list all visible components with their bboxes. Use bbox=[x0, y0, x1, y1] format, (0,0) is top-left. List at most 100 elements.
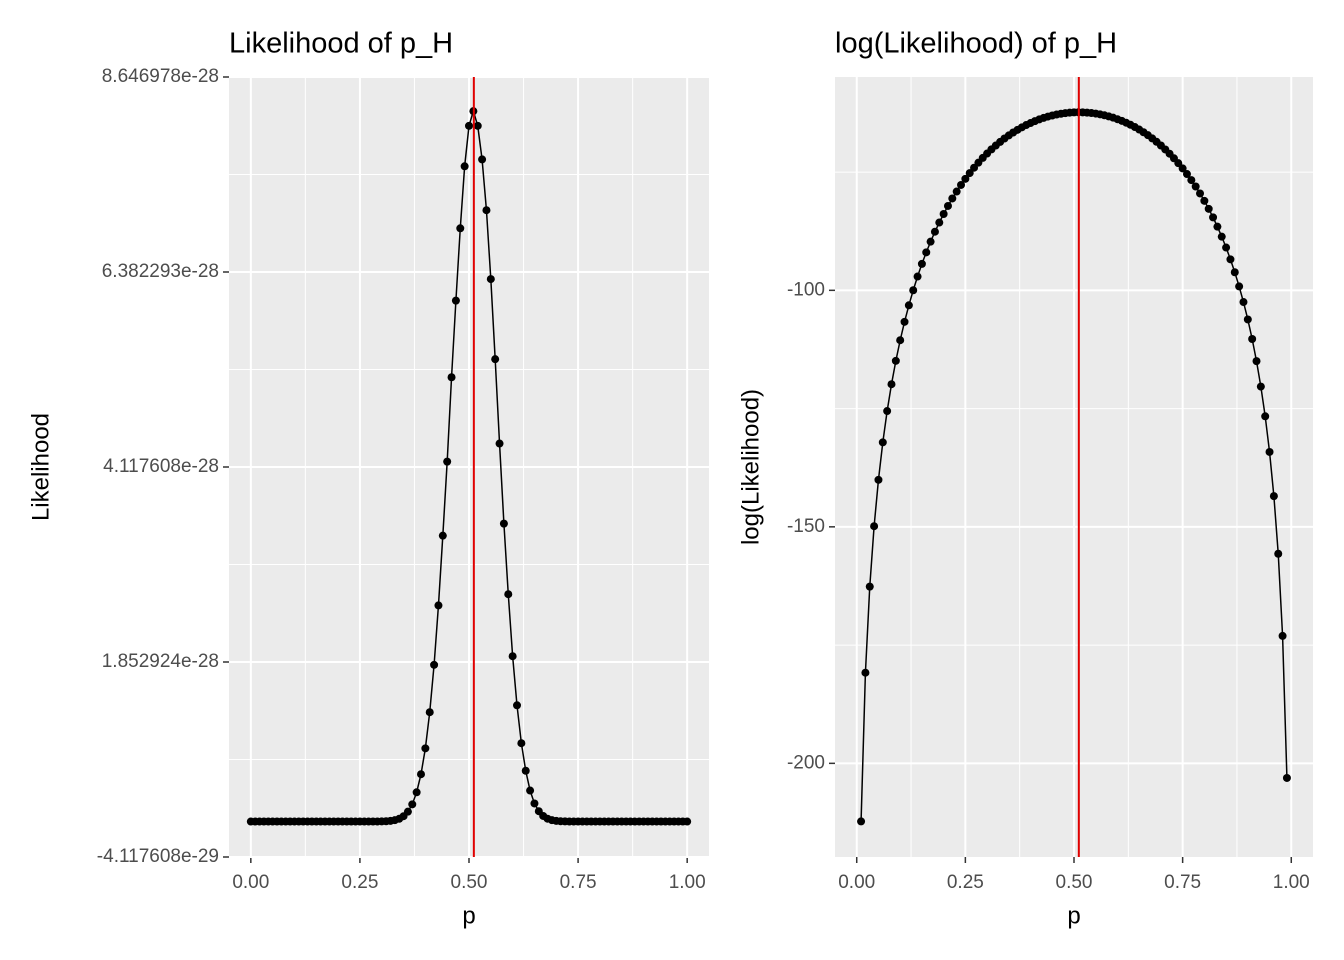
data-point bbox=[1213, 222, 1222, 231]
y-axis-title: Likelihood bbox=[27, 413, 54, 521]
data-point bbox=[430, 660, 439, 669]
data-point bbox=[530, 799, 539, 808]
y-tick-label: 1.852924e-28 bbox=[102, 651, 219, 672]
data-point bbox=[508, 652, 517, 661]
data-point bbox=[1209, 213, 1218, 222]
data-point bbox=[1235, 282, 1244, 291]
x-axis-title: p bbox=[462, 902, 475, 929]
data-point bbox=[917, 259, 926, 268]
data-point bbox=[1187, 176, 1196, 185]
x-tick-label: 0.00 bbox=[232, 872, 269, 893]
data-point bbox=[403, 807, 412, 816]
data-point bbox=[1265, 447, 1274, 456]
data-point bbox=[1282, 773, 1291, 782]
data-point bbox=[456, 224, 465, 233]
x-tick-label: 0.00 bbox=[838, 872, 875, 893]
x-tick-label: 0.25 bbox=[341, 872, 378, 893]
data-point bbox=[861, 668, 870, 677]
x-tick-label: 0.50 bbox=[451, 872, 488, 893]
data-point bbox=[913, 272, 922, 281]
x-axis-title: p bbox=[1067, 902, 1080, 929]
data-point bbox=[473, 121, 482, 130]
x-tick-label: 0.75 bbox=[1164, 872, 1201, 893]
data-point bbox=[926, 237, 935, 246]
data-point bbox=[900, 317, 909, 326]
data-point bbox=[1226, 255, 1235, 264]
data-point bbox=[499, 519, 508, 528]
y-tick-label: 4.117608e-28 bbox=[103, 456, 219, 477]
x-tick-label: 0.75 bbox=[560, 872, 597, 893]
data-point bbox=[948, 194, 957, 203]
data-point bbox=[1182, 170, 1191, 179]
data-point bbox=[1239, 298, 1248, 307]
data-point bbox=[1248, 335, 1257, 344]
data-point bbox=[513, 701, 521, 710]
data-point bbox=[1252, 357, 1261, 366]
data-point bbox=[412, 788, 421, 797]
data-point bbox=[421, 744, 430, 753]
chart-title: Likelihood of p_H bbox=[229, 28, 453, 60]
data-point bbox=[922, 248, 931, 257]
data-point bbox=[943, 201, 952, 210]
data-point bbox=[883, 407, 892, 416]
data-point bbox=[961, 174, 970, 183]
data-point bbox=[434, 601, 443, 610]
y-axis-title: log(Likelihood) bbox=[737, 389, 764, 545]
data-point bbox=[1217, 232, 1226, 241]
x-tick-label: 1.00 bbox=[669, 872, 706, 893]
data-point bbox=[939, 209, 948, 218]
data-point bbox=[1278, 631, 1287, 640]
data-point bbox=[504, 590, 513, 599]
data-point bbox=[451, 296, 460, 305]
data-point bbox=[1256, 382, 1265, 391]
data-point bbox=[874, 475, 883, 484]
data-point bbox=[878, 438, 887, 447]
data-point bbox=[1243, 315, 1252, 324]
data-point bbox=[935, 218, 944, 227]
data-point bbox=[1204, 204, 1213, 213]
data-point bbox=[526, 786, 535, 795]
data-point bbox=[465, 121, 473, 130]
data-point bbox=[870, 522, 879, 531]
data-point bbox=[1274, 549, 1283, 558]
data-point bbox=[460, 162, 469, 171]
chart-title: log(Likelihood) of p_H bbox=[835, 28, 1117, 60]
data-point bbox=[425, 708, 434, 717]
y-tick-label: -4.117608e-29 bbox=[97, 846, 219, 867]
data-point bbox=[438, 531, 447, 540]
data-point bbox=[495, 439, 504, 448]
data-point bbox=[865, 582, 874, 591]
data-point bbox=[1200, 196, 1209, 205]
data-point bbox=[1230, 268, 1239, 277]
data-point bbox=[1178, 164, 1187, 173]
data-point bbox=[1269, 492, 1278, 501]
data-point bbox=[1261, 412, 1270, 421]
data-point bbox=[1222, 243, 1231, 252]
x-tick-label: 1.00 bbox=[1273, 872, 1310, 893]
data-point bbox=[930, 227, 939, 236]
y-tick-label: 6.382293e-28 bbox=[102, 261, 219, 282]
data-point bbox=[486, 275, 495, 284]
data-point bbox=[891, 356, 900, 365]
data-point bbox=[683, 817, 692, 826]
data-point bbox=[965, 169, 974, 178]
data-point bbox=[887, 380, 896, 389]
y-tick-label: -150 bbox=[787, 516, 825, 537]
x-tick-label: 0.50 bbox=[1056, 872, 1093, 893]
x-tick-label: 0.25 bbox=[947, 872, 984, 893]
data-point bbox=[909, 286, 918, 295]
data-point bbox=[521, 766, 530, 775]
data-point bbox=[952, 187, 961, 196]
data-point bbox=[417, 770, 425, 779]
y-tick-label: 8.646978e-28 bbox=[102, 66, 219, 87]
data-point bbox=[443, 457, 452, 466]
data-point bbox=[1191, 182, 1200, 191]
data-point bbox=[1174, 159, 1183, 168]
data-point bbox=[517, 739, 526, 748]
y-tick-label: -200 bbox=[787, 752, 825, 773]
data-point bbox=[491, 355, 500, 364]
data-point bbox=[904, 301, 913, 310]
data-point bbox=[896, 336, 905, 345]
data-point bbox=[447, 373, 456, 382]
